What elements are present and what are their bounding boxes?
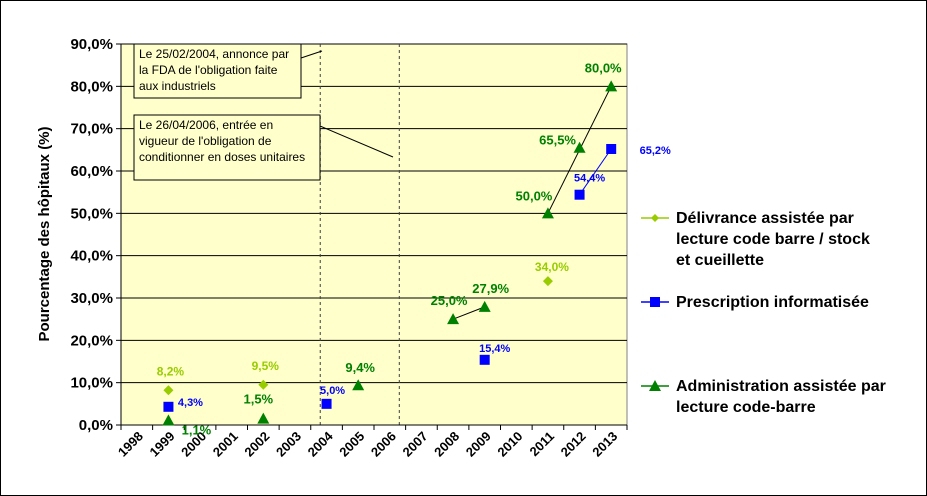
x-tick-label: 2002 <box>241 429 272 460</box>
annotation-text: Le 26/04/2006, entrée en <box>139 118 273 132</box>
x-tick-label: 2012 <box>558 429 589 460</box>
legend: Délivrance assistée par lecture code barr… <box>641 210 886 416</box>
data-label: 54,4% <box>574 173 605 185</box>
x-tick-label: 2009 <box>463 429 494 460</box>
data-point-square <box>321 398 332 409</box>
y-axis-title: Pourcentage des hôpitaux (%) <box>36 126 53 341</box>
y-tick-label: 60,0% <box>70 163 113 180</box>
data-point-diamond <box>258 379 269 390</box>
legend-label: Administration assistée par lecture code-… <box>676 378 886 416</box>
data-point-square <box>163 401 174 412</box>
annotation-text: Le 25/02/2004, annonce par <box>139 47 289 61</box>
x-tick-label: 2001 <box>210 429 241 460</box>
annotation-text: la FDA de l'obligation faite <box>139 63 278 77</box>
data-point-triangle <box>541 207 554 219</box>
legend-marker-triangle <box>649 380 661 391</box>
data-point-triangle <box>447 313 460 325</box>
data-label: 15,4% <box>479 343 510 355</box>
data-point-square <box>606 143 617 154</box>
annotation-text: vigueur de l'obligation de <box>139 134 272 148</box>
x-tick-label: 1999 <box>147 429 178 460</box>
y-tick-label: 20,0% <box>70 332 113 349</box>
data-point-triangle <box>478 300 491 312</box>
y-axis: 0,0% 10,0% 20,0% 30,0% 40,0% 50,0% 60,0% 70,0% 8… <box>70 36 122 434</box>
annotation-box <box>133 43 302 99</box>
data-label: 1,5% <box>243 392 273 407</box>
data-point-square <box>574 189 585 200</box>
legend-marker-diamond <box>651 214 659 222</box>
annotation-text: aux industriels <box>139 79 216 93</box>
x-tick-label: 2013 <box>589 429 620 460</box>
data-label: 8,2% <box>157 364 185 378</box>
annotations: Le 25/02/2004, annonce par la FDA de l'ob… <box>133 43 394 181</box>
data-marks <box>162 80 618 426</box>
data-point-triangle <box>162 414 175 426</box>
x-tick-label: 2004 <box>305 428 337 460</box>
annotation-box <box>133 114 321 181</box>
annotation-pointer <box>300 50 323 59</box>
data-point-diamond <box>542 276 553 287</box>
data-label: 4,3% <box>178 397 203 409</box>
data-label: 9,5% <box>252 359 280 373</box>
y-tick-label: 90,0% <box>70 36 113 53</box>
y-tick-label: 80,0% <box>70 78 113 95</box>
legend-label: Prescription informatisée <box>676 294 869 311</box>
x-tick-label: 2010 <box>494 429 525 460</box>
x-tick-label: 2007 <box>400 429 431 460</box>
x-tick-label: 2008 <box>431 429 462 460</box>
data-label: 80,0% <box>585 60 622 75</box>
legend-item: Prescription informatisée <box>641 294 869 311</box>
y-tick-label: 50,0% <box>70 205 113 222</box>
data-label: 27,9% <box>472 281 509 296</box>
data-point-triangle <box>257 412 270 424</box>
x-tick-label: 2005 <box>336 429 367 460</box>
data-label: 1,1% <box>182 422 212 437</box>
y-tick-label: 40,0% <box>70 248 113 265</box>
plot-area <box>120 43 628 426</box>
data-point-triangle <box>573 141 586 153</box>
y-tick-label: 10,0% <box>70 375 113 392</box>
x-tick-label: 2006 <box>368 429 399 460</box>
data-point-square <box>479 354 490 365</box>
data-label: 25,0% <box>431 293 468 308</box>
legend-item: Administration assistée par lecture code-… <box>641 378 886 416</box>
data-label: 65,5% <box>539 133 576 148</box>
data-point-triangle <box>352 379 365 391</box>
data-label: 34,0% <box>535 260 569 274</box>
data-point-diamond <box>163 385 174 396</box>
annotation-callout: Le 26/04/2006, entrée en vigueur de l'obl… <box>133 114 394 181</box>
annotation-callout: Le 25/02/2004, annonce par la FDA de l'ob… <box>133 43 323 99</box>
x-tick-label: 1998 <box>115 429 146 460</box>
y-tick-label: 0,0% <box>79 417 113 434</box>
legend-marker-square <box>650 297 660 307</box>
legend-item: Délivrance assistée par lecture code barr… <box>641 210 870 269</box>
label-connector <box>579 148 612 195</box>
annotation-pointer <box>319 125 394 158</box>
legend-label: Délivrance assistée par lecture code barr… <box>676 210 870 269</box>
label-connector <box>452 306 485 320</box>
data-label: 65,2% <box>640 145 671 157</box>
data-labels: 8,2% 9,5% 34,0% 4,3% 5,0% 15,4% 54,4% 65,2% 1,1%… <box>157 60 671 437</box>
y-tick-label: 30,0% <box>70 290 113 307</box>
data-point-triangle <box>605 80 618 92</box>
x-tick-label: 2011 <box>527 429 558 460</box>
data-label: 50,0% <box>516 188 553 203</box>
annotation-text: conditionner en doses unitaires <box>139 150 305 164</box>
data-label: 9,4% <box>345 360 375 375</box>
y-tick-label: 70,0% <box>70 121 113 138</box>
data-label: 5,0% <box>320 385 345 397</box>
x-tick-label: 2003 <box>273 429 304 460</box>
